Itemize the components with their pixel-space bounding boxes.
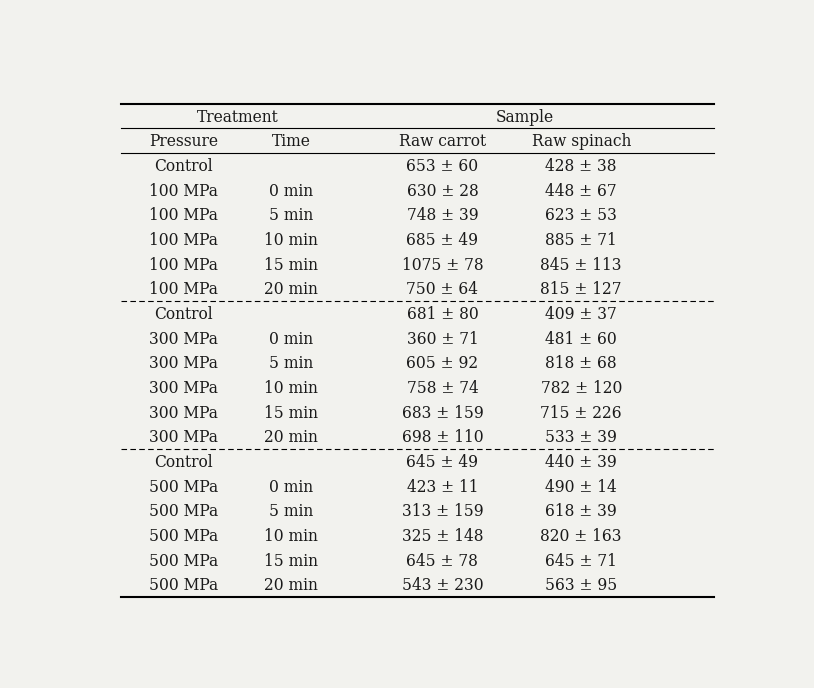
Text: 683 ± 159: 683 ± 159 — [401, 405, 484, 422]
Text: 500 MPa: 500 MPa — [149, 528, 218, 545]
Text: 15 min: 15 min — [264, 257, 318, 274]
Text: 423 ± 11: 423 ± 11 — [407, 479, 478, 495]
Text: 500 MPa: 500 MPa — [149, 479, 218, 495]
Text: Control: Control — [155, 306, 213, 323]
Text: 481 ± 60: 481 ± 60 — [545, 330, 617, 347]
Text: 100 MPa: 100 MPa — [149, 232, 218, 249]
Text: 715 ± 226: 715 ± 226 — [540, 405, 622, 422]
Text: 300 MPa: 300 MPa — [149, 405, 218, 422]
Text: 885 ± 71: 885 ± 71 — [545, 232, 617, 249]
Text: 440 ± 39: 440 ± 39 — [545, 454, 617, 471]
Text: 20 min: 20 min — [264, 281, 318, 299]
Text: 10 min: 10 min — [264, 380, 318, 397]
Text: 10 min: 10 min — [264, 232, 318, 249]
Text: 820 ± 163: 820 ± 163 — [540, 528, 622, 545]
Text: 818 ± 68: 818 ± 68 — [545, 355, 617, 372]
Text: Control: Control — [155, 158, 213, 175]
Text: 645 ± 71: 645 ± 71 — [545, 552, 617, 570]
Text: 20 min: 20 min — [264, 429, 318, 447]
Text: 313 ± 159: 313 ± 159 — [401, 503, 484, 520]
Text: Pressure: Pressure — [149, 133, 218, 150]
Text: 698 ± 110: 698 ± 110 — [401, 429, 484, 447]
Text: 100 MPa: 100 MPa — [149, 207, 218, 224]
Text: Raw spinach: Raw spinach — [532, 133, 631, 150]
Text: 300 MPa: 300 MPa — [149, 380, 218, 397]
Text: 490 ± 14: 490 ± 14 — [545, 479, 617, 495]
Text: 630 ± 28: 630 ± 28 — [406, 182, 479, 200]
Text: 758 ± 74: 758 ± 74 — [406, 380, 479, 397]
Text: 100 MPa: 100 MPa — [149, 281, 218, 299]
Text: 20 min: 20 min — [264, 577, 318, 594]
Text: 0 min: 0 min — [269, 330, 313, 347]
Text: 10 min: 10 min — [264, 528, 318, 545]
Text: 653 ± 60: 653 ± 60 — [406, 158, 479, 175]
Text: 15 min: 15 min — [264, 552, 318, 570]
Text: 300 MPa: 300 MPa — [149, 330, 218, 347]
Text: 5 min: 5 min — [269, 355, 313, 372]
Text: 15 min: 15 min — [264, 405, 318, 422]
Text: 645 ± 49: 645 ± 49 — [406, 454, 479, 471]
Text: Sample: Sample — [496, 109, 554, 126]
Text: 645 ± 78: 645 ± 78 — [406, 552, 479, 570]
Text: 618 ± 39: 618 ± 39 — [545, 503, 617, 520]
Text: 748 ± 39: 748 ± 39 — [407, 207, 478, 224]
Text: 543 ± 230: 543 ± 230 — [401, 577, 484, 594]
Text: 685 ± 49: 685 ± 49 — [406, 232, 479, 249]
Text: Treatment: Treatment — [196, 109, 278, 126]
Text: 815 ± 127: 815 ± 127 — [540, 281, 622, 299]
Text: 750 ± 64: 750 ± 64 — [406, 281, 479, 299]
Text: 563 ± 95: 563 ± 95 — [545, 577, 617, 594]
Text: 500 MPa: 500 MPa — [149, 552, 218, 570]
Text: 360 ± 71: 360 ± 71 — [406, 330, 479, 347]
Text: 0 min: 0 min — [269, 182, 313, 200]
Text: 325 ± 148: 325 ± 148 — [401, 528, 484, 545]
Text: 5 min: 5 min — [269, 207, 313, 224]
Text: 500 MPa: 500 MPa — [149, 577, 218, 594]
Text: 100 MPa: 100 MPa — [149, 182, 218, 200]
Text: Control: Control — [155, 454, 213, 471]
Text: 5 min: 5 min — [269, 503, 313, 520]
Text: 448 ± 67: 448 ± 67 — [545, 182, 617, 200]
Text: 409 ± 37: 409 ± 37 — [545, 306, 617, 323]
Text: 300 MPa: 300 MPa — [149, 429, 218, 447]
Text: 100 MPa: 100 MPa — [149, 257, 218, 274]
Text: 300 MPa: 300 MPa — [149, 355, 218, 372]
Text: 623 ± 53: 623 ± 53 — [545, 207, 617, 224]
Text: 533 ± 39: 533 ± 39 — [545, 429, 617, 447]
Text: 500 MPa: 500 MPa — [149, 503, 218, 520]
Text: 782 ± 120: 782 ± 120 — [540, 380, 622, 397]
Text: Time: Time — [272, 133, 310, 150]
Text: 605 ± 92: 605 ± 92 — [406, 355, 479, 372]
Text: 0 min: 0 min — [269, 479, 313, 495]
Text: 1075 ± 78: 1075 ± 78 — [401, 257, 484, 274]
Text: 681 ± 80: 681 ± 80 — [406, 306, 479, 323]
Text: 428 ± 38: 428 ± 38 — [545, 158, 617, 175]
Text: 845 ± 113: 845 ± 113 — [540, 257, 622, 274]
Text: Raw carrot: Raw carrot — [399, 133, 486, 150]
